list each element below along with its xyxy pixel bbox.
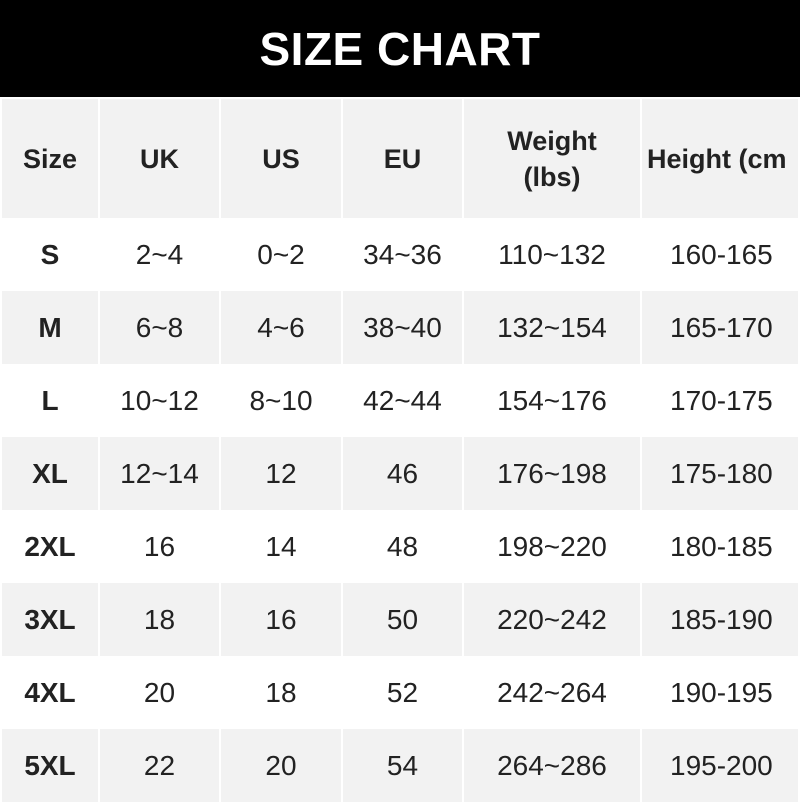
table-cell: 6~8 bbox=[100, 291, 219, 364]
table-cell: 176~198 bbox=[464, 437, 640, 510]
table-cell: 20 bbox=[221, 729, 341, 802]
table-cell: 2~4 bbox=[135, 238, 184, 270]
size-cell: 2XL bbox=[24, 530, 76, 562]
table-row: 4XL 20 18 52 242~264 190-195 bbox=[2, 656, 798, 729]
column-header: UK bbox=[100, 99, 219, 218]
table-row: 3XL 18 16 50 220~242 185-190 bbox=[2, 583, 798, 656]
table-cell: 48 bbox=[386, 530, 419, 562]
table-cell: 165-170 bbox=[642, 291, 798, 364]
table-row: S 2~4 0~2 34~36 110~132 160-165 bbox=[2, 218, 798, 291]
table-cell: 195-200 bbox=[642, 729, 798, 802]
table-cell: 20 bbox=[143, 676, 176, 708]
table-cell: 8~10 bbox=[249, 384, 313, 416]
size-cell: 4XL bbox=[24, 676, 76, 708]
table-cell: 264~286 bbox=[464, 729, 640, 802]
table-row: XL 12~14 12 46 176~198 175-180 bbox=[2, 437, 798, 510]
column-header: Weight (lbs) bbox=[464, 99, 640, 218]
table-cell: 154~176 bbox=[497, 384, 607, 416]
table-cell: 54 bbox=[343, 729, 462, 802]
table-cell: 175-180 bbox=[642, 437, 798, 510]
table-cell: 198~220 bbox=[497, 530, 607, 562]
header-row: Size UK US EU Weight (lbs) Height (cm bbox=[2, 99, 798, 218]
table-cell: 52 bbox=[386, 676, 419, 708]
table-cell: 18 bbox=[265, 676, 297, 708]
table-cell: 190-195 bbox=[670, 676, 773, 708]
table-cell: 110~132 bbox=[498, 238, 606, 270]
size-cell: S bbox=[40, 238, 60, 270]
column-header: Height (cm bbox=[642, 99, 798, 218]
column-header: US bbox=[221, 99, 341, 218]
table-row: 2XL 16 14 48 198~220 180-185 bbox=[2, 510, 798, 583]
table-cell: 10~12 bbox=[120, 384, 199, 416]
table-cell: 242~264 bbox=[497, 676, 607, 708]
size-cell: 5XL bbox=[2, 729, 98, 802]
size-chart-title: SIZE CHART bbox=[0, 0, 800, 97]
table-row: L 10~12 8~10 42~44 154~176 170-175 bbox=[2, 364, 798, 437]
size-cell: L bbox=[41, 384, 59, 416]
table-cell: 132~154 bbox=[464, 291, 640, 364]
table-cell: 18 bbox=[100, 583, 219, 656]
size-cell: 3XL bbox=[2, 583, 98, 656]
size-cell: M bbox=[2, 291, 98, 364]
table-cell: 16 bbox=[143, 530, 176, 562]
table-cell: 12~14 bbox=[100, 437, 219, 510]
table-cell: 12 bbox=[221, 437, 341, 510]
size-cell: XL bbox=[2, 437, 98, 510]
table-cell: 14 bbox=[265, 530, 297, 562]
column-header: Size bbox=[2, 99, 98, 218]
table-cell: 34~36 bbox=[363, 238, 442, 270]
table-cell: 160-165 bbox=[670, 238, 773, 270]
table-cell: 4~6 bbox=[221, 291, 341, 364]
table-cell: 50 bbox=[343, 583, 462, 656]
table-cell: 170-175 bbox=[670, 384, 773, 416]
table-cell: 42~44 bbox=[363, 384, 442, 416]
column-header: EU bbox=[343, 99, 462, 218]
size-table: Size UK US EU Weight (lbs) Height (cm S 2~4 0~2… bbox=[0, 99, 800, 802]
table-cell: 220~242 bbox=[464, 583, 640, 656]
table-cell: 0~2 bbox=[257, 238, 305, 270]
table-row: 5XL 22 20 54 264~286 195-200 bbox=[2, 729, 798, 802]
table-cell: 180-185 bbox=[670, 530, 773, 562]
table-cell: 185-190 bbox=[642, 583, 798, 656]
table-cell: 16 bbox=[221, 583, 341, 656]
table-cell: 38~40 bbox=[343, 291, 462, 364]
table-row: M 6~8 4~6 38~40 132~154 165-170 bbox=[2, 291, 798, 364]
table-cell: 22 bbox=[100, 729, 219, 802]
table-cell: 46 bbox=[343, 437, 462, 510]
